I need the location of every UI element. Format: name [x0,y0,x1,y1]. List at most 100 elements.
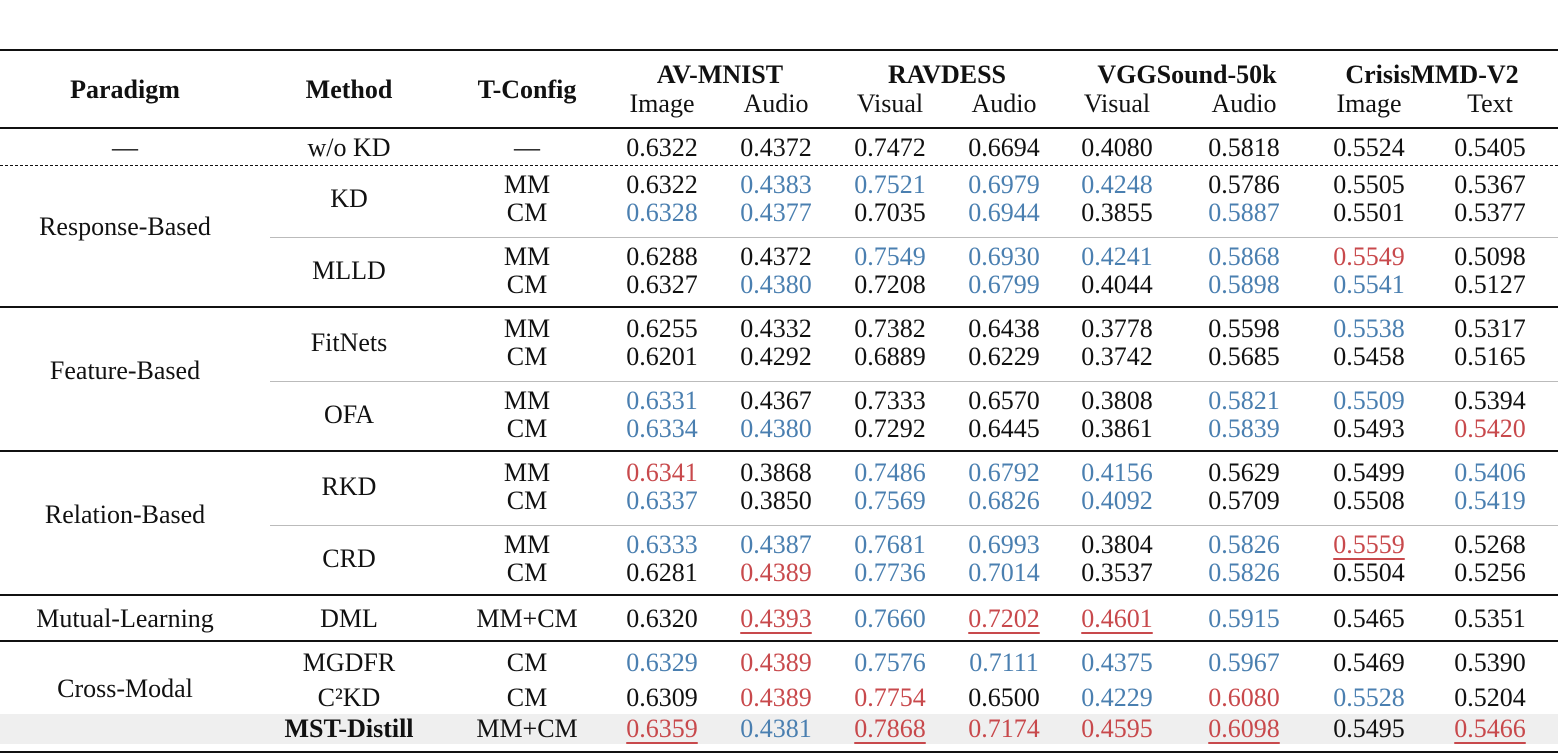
score: 0.5268 [1454,530,1526,559]
modality: Image [629,89,695,118]
dataset-name: VGGSound-50k [1097,60,1277,89]
score: 0.6309 [626,683,698,712]
score: 0.5406 [1454,458,1526,487]
score: 0.4393 [740,604,812,633]
score: 0.5826 [1208,530,1280,559]
score: 0.4367 [740,386,812,415]
score: 0.5868 [1208,242,1280,271]
score: 0.4389 [740,648,812,677]
score: 0.3537 [1081,558,1153,587]
score: 0.5493 [1333,414,1405,443]
score: 0.6500 [968,683,1040,712]
score: 0.6281 [626,558,698,587]
score: 0.5501 [1333,198,1405,227]
paradigm: Mutual-Learning [36,604,214,633]
score: 0.6229 [968,342,1040,371]
method: MST-Distill [284,714,414,743]
score: 0.5509 [1333,386,1405,415]
score: 0.3808 [1081,386,1153,415]
method: C²KD [317,683,381,712]
method: DML [320,604,378,633]
score: 0.3855 [1081,198,1153,227]
score: 0.7174 [968,714,1040,743]
score: 0.5466 [1454,714,1526,743]
score: 0.4332 [740,314,812,343]
score: 0.4372 [740,242,812,271]
modality: Visual [856,89,924,118]
score: 0.5499 [1333,458,1405,487]
score: 0.5887 [1208,198,1280,227]
score: 0.5351 [1454,604,1526,633]
score: 0.5504 [1333,558,1405,587]
score: 0.5458 [1333,342,1405,371]
score: 0.6930 [968,242,1040,271]
rule [0,48,1558,52]
score: 0.4387 [740,530,812,559]
rule [0,306,1558,308]
score: 0.6327 [626,270,698,299]
score: 0.6993 [968,530,1040,559]
score: 0.6944 [968,198,1040,227]
score: 0.3742 [1081,342,1153,371]
header-method: Method [305,75,393,104]
score: 0.4381 [740,714,812,743]
score: 0.5839 [1208,414,1280,443]
score: 0.5420 [1454,414,1526,443]
rule [0,640,1558,642]
dashed-rule [0,165,1558,166]
score: 0.3861 [1081,414,1153,443]
modality: Audio [743,89,809,118]
score: 0.6334 [626,414,698,443]
score: 0.6328 [626,198,698,227]
paradigm: Feature-Based [49,356,201,385]
header-config: T-Config [477,75,577,104]
score: 0.3778 [1081,314,1153,343]
score: 0.6792 [968,458,1040,487]
score: 0.4080 [1081,133,1153,162]
score: 0.6320 [626,604,698,633]
score: 0.6322 [626,133,698,162]
score: 0.5528 [1333,683,1405,712]
score: 0.3850 [740,486,812,515]
score: 0.5377 [1454,198,1526,227]
score: 0.5419 [1454,486,1526,515]
modality: Image [1336,89,1402,118]
score: 0.5549 [1333,242,1405,271]
score: 0.4248 [1081,170,1153,199]
score: 0.5524 [1333,133,1405,162]
score: 0.5709 [1208,486,1280,515]
score: 0.5967 [1208,648,1280,677]
score: 0.7208 [854,270,926,299]
config: CM [506,198,548,227]
score: 0.5786 [1208,170,1280,199]
paradigm: Relation-Based [44,500,206,529]
score: 0.7014 [968,558,1040,587]
score: 0.5685 [1208,342,1280,371]
score: 0.5898 [1208,270,1280,299]
config: CM [506,486,548,515]
dataset-name: RAVDESS [887,60,1007,89]
score: 0.7521 [854,170,926,199]
score: 0.7549 [854,242,926,271]
modality: Text [1467,89,1513,118]
score: 0.5256 [1454,558,1526,587]
method: CRD [322,544,376,573]
score: 0.5469 [1333,648,1405,677]
score: 0.7660 [854,604,926,633]
score: 0.4380 [740,270,812,299]
score: 0.4389 [740,558,812,587]
score: 0.5098 [1454,242,1526,271]
score: 0.7035 [854,198,926,227]
score: 0.6255 [626,314,698,343]
score: 0.4595 [1081,714,1153,743]
score: 0.6694 [968,133,1040,162]
score: 0.6337 [626,486,698,515]
rule [270,524,1558,526]
score: 0.6329 [626,648,698,677]
score: 0.5826 [1208,558,1280,587]
score: 0.6098 [1208,714,1280,743]
score: 0.6570 [968,386,1040,415]
score: 0.5559 [1333,530,1405,559]
score: 0.4389 [740,683,812,712]
score: 0.7292 [854,414,926,443]
